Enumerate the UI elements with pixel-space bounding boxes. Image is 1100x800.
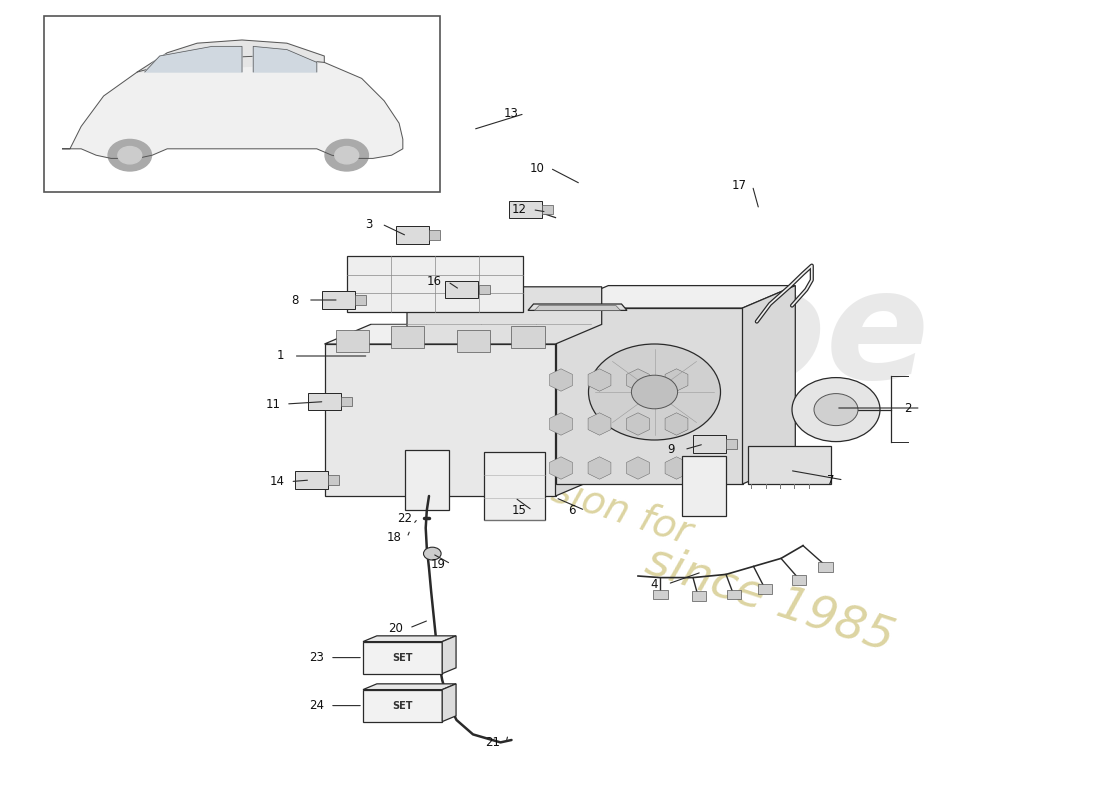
Polygon shape bbox=[63, 56, 403, 158]
Bar bbox=[44, 16, 440, 192]
Bar bbox=[692, 591, 706, 601]
Polygon shape bbox=[324, 325, 602, 344]
Text: a passion for: a passion for bbox=[448, 439, 696, 553]
Polygon shape bbox=[627, 457, 649, 479]
Polygon shape bbox=[253, 46, 317, 72]
Bar bbox=[727, 590, 741, 599]
Bar bbox=[429, 230, 440, 240]
Text: 3: 3 bbox=[365, 218, 372, 230]
Bar bbox=[758, 584, 772, 594]
Polygon shape bbox=[742, 286, 795, 484]
Polygon shape bbox=[550, 457, 572, 479]
Text: 19: 19 bbox=[430, 558, 446, 570]
Text: 18: 18 bbox=[386, 531, 402, 544]
Text: 7: 7 bbox=[827, 474, 834, 486]
Text: 16: 16 bbox=[427, 275, 442, 288]
Polygon shape bbox=[556, 308, 742, 484]
Bar bbox=[542, 205, 553, 214]
Circle shape bbox=[814, 394, 858, 426]
Polygon shape bbox=[442, 636, 456, 674]
Bar bbox=[405, 450, 449, 510]
Bar bbox=[726, 439, 737, 449]
Text: 24: 24 bbox=[309, 699, 324, 712]
Polygon shape bbox=[666, 457, 688, 479]
Polygon shape bbox=[666, 369, 688, 391]
Polygon shape bbox=[666, 413, 688, 435]
Text: 2: 2 bbox=[904, 402, 911, 414]
Text: 23: 23 bbox=[309, 651, 324, 664]
Polygon shape bbox=[145, 46, 242, 72]
Bar bbox=[818, 562, 833, 572]
Text: since 1985: since 1985 bbox=[640, 538, 900, 662]
Text: 6: 6 bbox=[569, 504, 575, 517]
Bar bbox=[346, 256, 522, 312]
Text: 22: 22 bbox=[397, 512, 412, 525]
Polygon shape bbox=[363, 684, 456, 690]
Bar bbox=[484, 452, 544, 520]
Bar bbox=[396, 226, 429, 244]
Circle shape bbox=[792, 378, 880, 442]
Bar bbox=[748, 446, 830, 484]
Circle shape bbox=[334, 146, 359, 164]
Circle shape bbox=[631, 375, 678, 409]
Bar bbox=[341, 397, 352, 406]
Bar bbox=[653, 590, 668, 599]
Bar bbox=[456, 330, 490, 352]
Polygon shape bbox=[588, 457, 610, 479]
Polygon shape bbox=[324, 344, 556, 496]
Polygon shape bbox=[588, 413, 610, 435]
Text: 14: 14 bbox=[270, 475, 285, 488]
Polygon shape bbox=[550, 413, 572, 435]
Bar bbox=[322, 291, 355, 309]
Text: 17: 17 bbox=[732, 179, 747, 192]
Text: 13: 13 bbox=[504, 107, 519, 120]
Bar bbox=[693, 435, 726, 453]
Bar bbox=[328, 475, 339, 485]
Bar bbox=[336, 330, 368, 352]
Bar bbox=[512, 326, 544, 348]
Circle shape bbox=[108, 139, 152, 171]
Text: 15: 15 bbox=[512, 504, 527, 517]
Polygon shape bbox=[556, 286, 795, 308]
Bar bbox=[792, 575, 806, 585]
Text: 11: 11 bbox=[265, 398, 280, 410]
Text: 10: 10 bbox=[529, 162, 544, 174]
Circle shape bbox=[424, 547, 441, 560]
Bar bbox=[363, 642, 442, 674]
Polygon shape bbox=[407, 287, 602, 344]
Circle shape bbox=[324, 139, 369, 171]
Polygon shape bbox=[588, 369, 610, 391]
Polygon shape bbox=[363, 636, 456, 642]
Bar bbox=[446, 281, 478, 298]
Text: SET: SET bbox=[393, 701, 412, 710]
Polygon shape bbox=[556, 325, 602, 496]
Text: 8: 8 bbox=[292, 294, 298, 306]
Polygon shape bbox=[442, 684, 456, 722]
Text: SET: SET bbox=[393, 653, 412, 662]
Bar bbox=[363, 690, 442, 722]
Bar bbox=[308, 393, 341, 410]
Polygon shape bbox=[535, 306, 620, 310]
Bar bbox=[478, 285, 490, 294]
Polygon shape bbox=[627, 413, 649, 435]
Polygon shape bbox=[528, 304, 627, 310]
Bar bbox=[355, 295, 366, 305]
Text: 4: 4 bbox=[651, 578, 658, 590]
Bar bbox=[682, 456, 726, 516]
Bar bbox=[390, 326, 424, 348]
Text: 21: 21 bbox=[485, 736, 501, 749]
Text: 20: 20 bbox=[388, 622, 404, 634]
Text: 1: 1 bbox=[277, 350, 284, 362]
Bar bbox=[295, 471, 328, 489]
Text: 12: 12 bbox=[512, 203, 527, 216]
Text: 9: 9 bbox=[668, 443, 674, 456]
Circle shape bbox=[588, 344, 720, 440]
Polygon shape bbox=[627, 369, 649, 391]
Bar bbox=[509, 201, 542, 218]
Polygon shape bbox=[550, 369, 572, 391]
Text: euroe: euroe bbox=[433, 262, 931, 410]
Polygon shape bbox=[138, 40, 324, 72]
Circle shape bbox=[118, 146, 142, 164]
